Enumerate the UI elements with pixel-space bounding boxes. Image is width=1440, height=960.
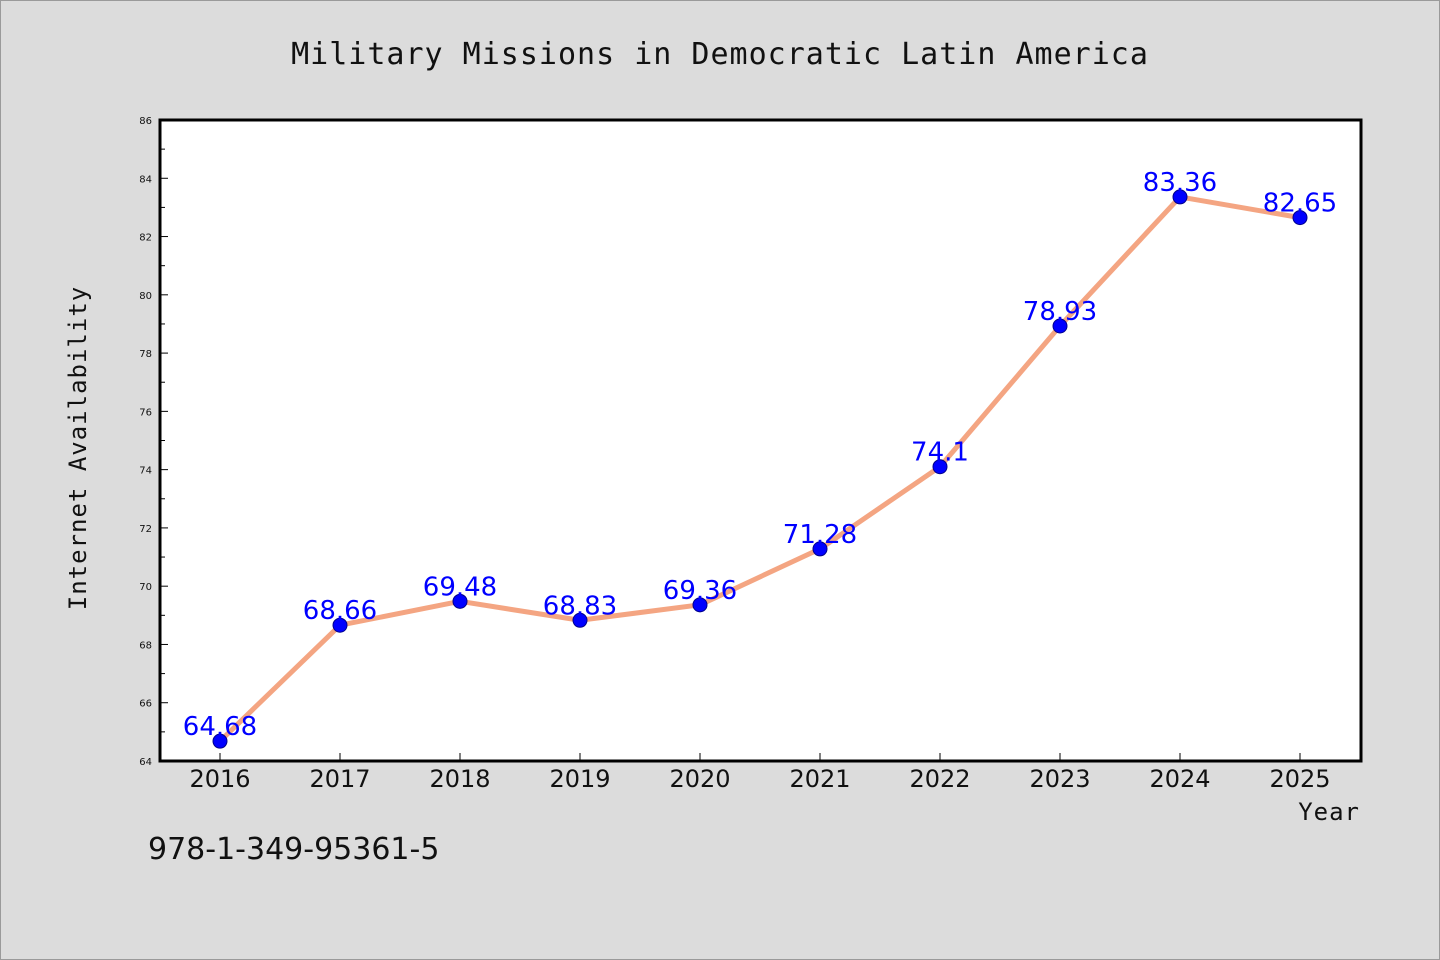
isbn-footnote: 978-1-349-95361-5 xyxy=(148,832,440,867)
data-label: 71.28 xyxy=(783,520,857,550)
y-tick-label: 84 xyxy=(139,174,152,185)
data-label: 64.68 xyxy=(183,712,257,742)
x-tick-label: 2025 xyxy=(1269,765,1330,793)
data-point xyxy=(212,733,228,749)
y-tick-label: 82 xyxy=(139,233,152,244)
data-point xyxy=(1052,318,1068,334)
y-tick-label: 80 xyxy=(139,291,152,302)
y-tick-label: 64 xyxy=(139,757,152,768)
series-line xyxy=(218,194,1301,743)
y-tick-label: 76 xyxy=(139,407,152,418)
data-point xyxy=(812,541,828,557)
x-tick-label: 2017 xyxy=(309,765,370,793)
plot-area xyxy=(158,118,1363,763)
data-point xyxy=(452,593,468,609)
y-tick-label: 86 xyxy=(139,116,152,127)
y-tick-label: 72 xyxy=(139,524,152,535)
x-tick-label: 2020 xyxy=(669,765,730,793)
x-tick-label: 2023 xyxy=(1029,765,1090,793)
y-tick-label: 66 xyxy=(139,699,152,710)
data-label: 68.66 xyxy=(303,596,377,626)
data-point xyxy=(692,597,708,613)
x-tick-label: 2019 xyxy=(549,765,610,793)
data-markers xyxy=(212,189,1308,749)
data-labels: 64.68 68.66 69.48 68.83 69.36 71.28 74.1 78.93 8… xyxy=(183,168,1337,742)
x-tick-label: 2022 xyxy=(909,765,970,793)
y-tick-label: 70 xyxy=(139,582,152,593)
data-point xyxy=(572,612,588,628)
x-axis-label: Year xyxy=(1298,798,1360,826)
data-label: 83.36 xyxy=(1143,168,1217,198)
data-label: 69.48 xyxy=(423,572,497,602)
data-label: 82.65 xyxy=(1263,189,1337,219)
x-tick-label: 2024 xyxy=(1149,765,1210,793)
data-point xyxy=(1292,210,1308,226)
y-tick-label: 74 xyxy=(139,466,152,477)
x-tick-label: 2016 xyxy=(189,765,250,793)
data-label: 78.93 xyxy=(1023,297,1097,327)
y-tick-label: 68 xyxy=(139,640,152,651)
chart-title: Military Missions in Democratic Latin Am… xyxy=(291,37,1149,72)
data-point xyxy=(1172,189,1188,205)
data-label: 74.1 xyxy=(911,438,969,468)
data-point xyxy=(332,617,348,633)
x-tick-label: 2018 xyxy=(429,765,490,793)
y-axis-label: Internet Availability xyxy=(64,286,92,610)
y-axis: 64 66 68 70 72 74 76 78 80 82 84 86 xyxy=(139,116,168,768)
data-point xyxy=(932,459,948,475)
x-axis: 2016 2017 2018 2019 2020 2021 2022 2023 2024 2025 xyxy=(189,753,1331,793)
data-label: 69.36 xyxy=(663,576,737,606)
x-tick-label: 2021 xyxy=(789,765,850,793)
y-tick-label: 78 xyxy=(139,349,152,360)
data-label: 68.83 xyxy=(543,591,617,621)
